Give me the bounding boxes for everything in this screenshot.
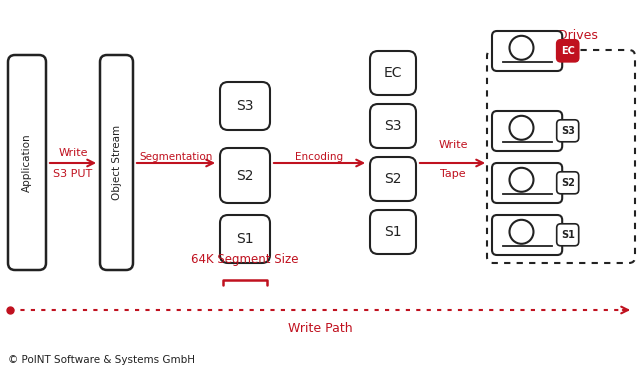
- Text: Application: Application: [22, 133, 32, 192]
- FancyBboxPatch shape: [557, 172, 579, 194]
- FancyBboxPatch shape: [370, 51, 416, 95]
- FancyBboxPatch shape: [370, 104, 416, 148]
- Text: S1: S1: [384, 225, 402, 239]
- Text: Tape Drives: Tape Drives: [525, 29, 597, 42]
- Text: Write Path: Write Path: [287, 322, 352, 335]
- FancyBboxPatch shape: [487, 50, 635, 263]
- Text: S2: S2: [236, 168, 254, 182]
- Text: EC: EC: [384, 66, 403, 80]
- Text: S2: S2: [385, 172, 402, 186]
- Text: © PoINT Software & Systems GmbH: © PoINT Software & Systems GmbH: [8, 355, 195, 365]
- FancyBboxPatch shape: [220, 148, 270, 203]
- Text: S1: S1: [236, 232, 254, 246]
- Text: S3: S3: [561, 126, 575, 136]
- FancyBboxPatch shape: [492, 163, 562, 203]
- FancyBboxPatch shape: [100, 55, 133, 270]
- Text: S3: S3: [236, 99, 254, 113]
- Text: S2: S2: [561, 178, 575, 188]
- FancyBboxPatch shape: [220, 82, 270, 130]
- FancyBboxPatch shape: [220, 215, 270, 263]
- FancyBboxPatch shape: [492, 31, 562, 71]
- Text: S1: S1: [561, 230, 575, 240]
- Text: EC: EC: [561, 46, 575, 56]
- Text: Tape: Tape: [440, 169, 466, 179]
- FancyBboxPatch shape: [557, 120, 579, 142]
- Text: Write: Write: [59, 148, 87, 158]
- FancyBboxPatch shape: [557, 40, 579, 62]
- FancyBboxPatch shape: [492, 215, 562, 255]
- Text: S3 PUT: S3 PUT: [53, 169, 93, 179]
- FancyBboxPatch shape: [8, 55, 46, 270]
- FancyBboxPatch shape: [492, 111, 562, 151]
- Text: Write: Write: [439, 140, 467, 150]
- Text: Encoding: Encoding: [295, 152, 343, 162]
- Text: 64K Segment Size: 64K Segment Size: [191, 253, 299, 266]
- Text: Object Stream: Object Stream: [111, 125, 122, 200]
- FancyBboxPatch shape: [370, 157, 416, 201]
- FancyBboxPatch shape: [370, 210, 416, 254]
- Text: Segmentation: Segmentation: [140, 152, 213, 162]
- FancyBboxPatch shape: [557, 224, 579, 246]
- Text: S3: S3: [385, 119, 402, 133]
